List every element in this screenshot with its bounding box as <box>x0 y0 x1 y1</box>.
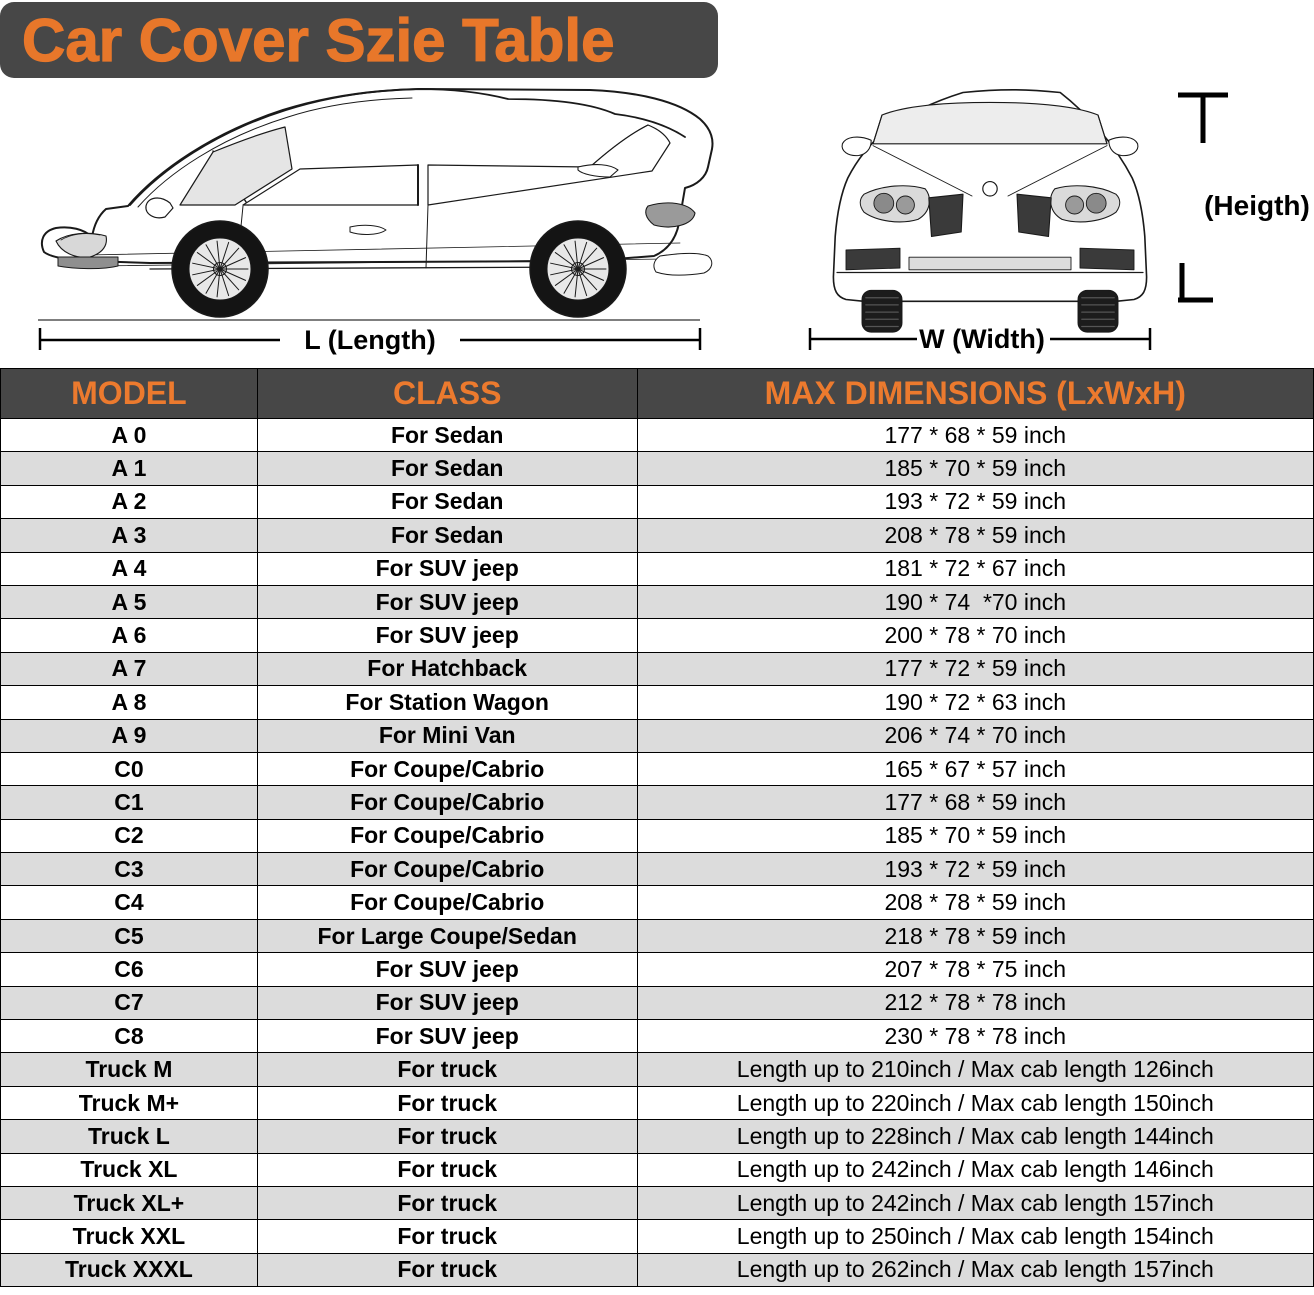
svg-text:(Heigth): (Heigth) <box>1204 190 1310 221</box>
svg-text:L (Length): L (Length) <box>304 325 435 355</box>
svg-text:W (Width): W (Width) <box>919 324 1045 354</box>
